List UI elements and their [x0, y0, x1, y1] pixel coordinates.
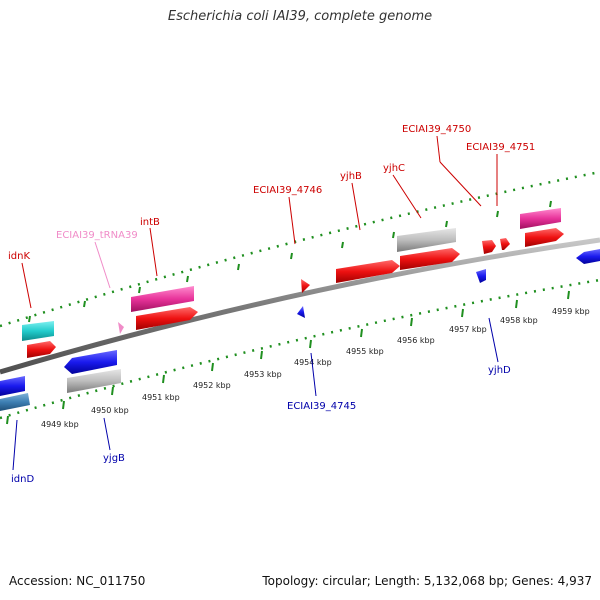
- label-yjhB: yjhB: [340, 171, 362, 182]
- label-idnK: idnK: [8, 251, 30, 262]
- tick-label: 4952 kbp: [193, 381, 231, 390]
- gene-yjhB: [336, 260, 400, 283]
- label-ECIAI39_4746: ECIAI39_4746: [253, 185, 322, 196]
- gene-yjgB: [64, 350, 117, 374]
- label-ECIAI39_4750: ECIAI39_4750: [402, 124, 471, 135]
- gene-pseudo: [67, 369, 121, 393]
- label-yjgB: yjgB: [103, 453, 125, 464]
- accession-text: Accession: NC_011750: [9, 574, 146, 588]
- scale-tick-labels: 4949 kbp 4950 kbp 4951 kbp 4952 kbp 4953…: [41, 307, 590, 429]
- gene-ECIAI39_4745: [297, 306, 305, 318]
- gene-intB: [131, 286, 194, 312]
- gene-forward: [136, 307, 198, 330]
- gene-ECIAI39_4746: [301, 279, 310, 293]
- inner-dotted-track: [0, 278, 600, 420]
- gene-trna-right: [520, 208, 561, 229]
- gene-ECIAI39_4750: [482, 240, 496, 254]
- tick-label: 4958 kbp: [500, 316, 538, 325]
- label-yjhD: yjhD: [488, 365, 511, 376]
- gene-forward: [27, 341, 56, 358]
- genome-title: Escherichia coli IAI39, complete genome: [167, 9, 433, 24]
- gene-reverse: [0, 376, 25, 396]
- gene-idnK: [22, 321, 54, 341]
- tick-label: 4949 kbp: [41, 420, 79, 429]
- reverse-labels: idnD yjgB ECIAI39_4745 yjhD: [11, 365, 511, 485]
- genes: [0, 208, 600, 411]
- tick-label: 4957 kbp: [449, 325, 487, 334]
- gene-reverse: [576, 249, 600, 264]
- tick-label: 4953 kbp: [244, 370, 282, 379]
- tick-label: 4950 kbp: [91, 406, 129, 415]
- label-ECIAI39_4745: ECIAI39_4745: [287, 401, 356, 412]
- gene-ECIAI39_4751: [500, 238, 510, 250]
- label-ECIAI39_tRNA39: ECIAI39_tRNA39: [56, 230, 138, 241]
- label-idnD: idnD: [11, 474, 34, 485]
- gene-forward: [525, 228, 564, 247]
- tick-label: 4951 kbp: [142, 393, 180, 402]
- tick-label: 4954 kbp: [294, 358, 332, 367]
- label-yjhC: yjhC: [383, 163, 405, 174]
- genome-summary: Topology: circular; Length: 5,132,068 bp…: [262, 574, 592, 588]
- genome-backbone: [0, 237, 600, 375]
- gene-idnD: [0, 393, 30, 411]
- label-leaders: [12, 135, 499, 471]
- gene-yjhD: [476, 269, 486, 283]
- forward-labels: idnK ECIAI39_tRNA39 intB ECIAI39_4746 yj…: [8, 124, 535, 262]
- tick-label: 4955 kbp: [346, 347, 384, 356]
- gene-yjhC: [400, 248, 460, 270]
- label-ECIAI39_4751: ECIAI39_4751: [466, 142, 535, 153]
- gene-tRNA: [118, 322, 124, 334]
- label-intB: intB: [140, 217, 160, 228]
- tick-label: 4959 kbp: [552, 307, 590, 316]
- scale-ticks: [6, 200, 570, 425]
- gene-yjhC-gray: [397, 228, 456, 252]
- tick-label: 4956 kbp: [397, 336, 435, 345]
